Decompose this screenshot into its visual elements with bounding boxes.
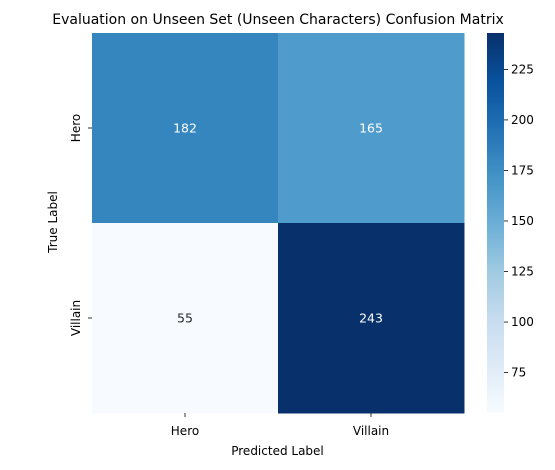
colorbar-tick-label: 225 — [511, 62, 534, 76]
heatmap-cell — [92, 33, 279, 224]
colorbar-tick-label: 200 — [511, 113, 534, 127]
y-axis-ticks: Hero Villain — [69, 114, 92, 336]
cell-value-label: 165 — [359, 121, 383, 136]
cell-value-label: 182 — [173, 121, 197, 136]
cell-value-label: 243 — [359, 311, 383, 326]
heatmap-cell — [278, 33, 465, 224]
y-tick-label: Hero — [69, 114, 83, 142]
x-tick-label: Villain — [353, 424, 389, 438]
heatmap-cells — [92, 33, 465, 414]
x-axis-label: Predicted Label — [231, 444, 324, 458]
chart-title: Evaluation on Unseen Set (Unseen Charact… — [52, 12, 504, 28]
colorbar-ticks: 75 100 125 150 175 200 225 — [504, 62, 534, 380]
colorbar-tick-label: 75 — [511, 366, 526, 380]
colorbar-tick-label: 100 — [511, 315, 534, 329]
cell-value-label: 55 — [177, 311, 193, 326]
x-axis-ticks: Hero Villain — [171, 413, 389, 438]
y-axis-label: True Label — [46, 191, 60, 254]
colorbar-tick-label: 175 — [511, 163, 534, 177]
heatmap-cell — [278, 223, 465, 414]
colorbar-tick-label: 125 — [511, 265, 534, 279]
heatmap-cell — [92, 223, 279, 414]
x-tick-label: Hero — [171, 424, 199, 438]
colorbar-tick-label: 150 — [511, 214, 534, 228]
y-tick-label: Villain — [69, 300, 83, 336]
heatmap-cell-labels: 182 165 55 243 — [173, 121, 383, 326]
colorbar — [487, 33, 504, 413]
